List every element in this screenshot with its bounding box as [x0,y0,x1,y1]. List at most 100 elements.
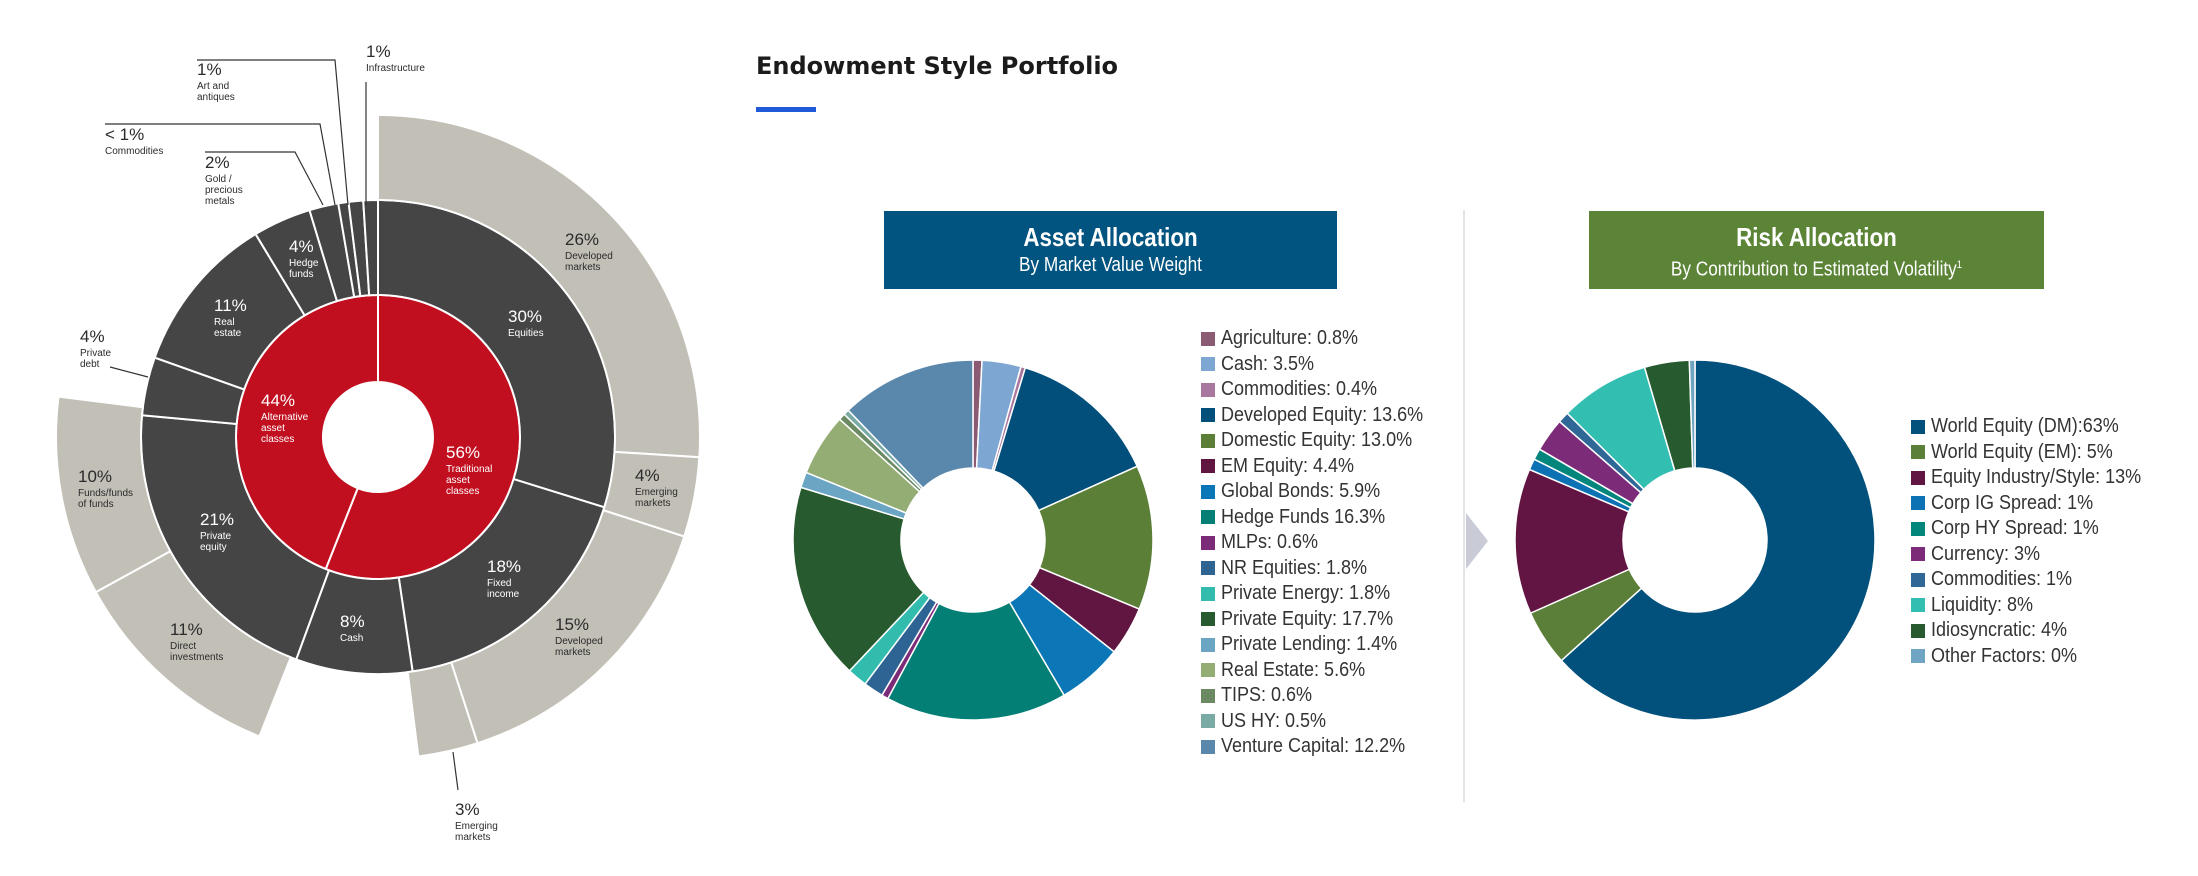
sunburst-label-text: Real [214,317,235,328]
legend-swatch [1201,688,1215,703]
sunburst-pct: 8% [340,612,365,631]
legend-item-hedge-funds: Hedge Funds 16.3% [1201,505,1446,531]
slice-world-equity-dm [1560,359,1876,721]
sunburst-outer-developed-markets [377,113,701,459]
legend-swatch [1201,739,1215,754]
legend-label: Idiosyncratic: 4% [1931,619,2068,642]
sunburst-label-text: funds [289,269,313,280]
leader-line [105,123,336,206]
risk-allocation-title: Risk Allocation [1736,222,1897,252]
legend-label: Private Equity: 17.7% [1221,607,1394,630]
legend-label: TIPS: 0.6% [1221,684,1313,707]
legend-item-agriculture: Agriculture: 0.8% [1201,326,1446,352]
legend-item-equity-industry-style: Equity Industry/Style: 13% [1911,465,2164,491]
footnote-marker: 1 [1956,259,1963,271]
sunburst-label-text: estate [214,328,242,339]
legend-item-us-hy: US HY: 0.5% [1201,709,1446,735]
legend-swatch [1911,521,1925,536]
legend-item-domestic-equity: Domestic Equity: 13.0% [1201,428,1446,454]
legend-label: Currency: 3% [1931,542,2041,565]
legend-swatch [1201,382,1215,397]
legend-item-developed-equity: Developed Equity: 13.6% [1201,403,1446,429]
legend-swatch [1911,496,1925,511]
sunburst-label-text: equity [200,542,227,553]
legend-item-venture-capital: Venture Capital: 12.2% [1201,734,1446,760]
sunburst-label-text: Fixed [487,578,511,589]
sunburst-pct: 18% [487,557,521,576]
legend-label: Commodities: 0.4% [1221,378,1378,401]
legend-label: Commodities: 1% [1931,568,2073,591]
section-divider [1463,210,1465,802]
legend-label: US HY: 0.5% [1221,709,1327,732]
sunburst-label-text: Art and [197,81,229,92]
asset-allocation-banner: Asset Allocation By Market Value Weight [884,211,1337,289]
risk-allocation-legend: World Equity (DM):63% World Equity (EM): … [1911,414,2164,669]
legend-label: Corp IG Spread: 1% [1931,491,2094,514]
sunburst-pct: < 1% [105,125,144,144]
sunburst-label-text: Direct [170,641,196,652]
sunburst-label-text: markets [635,498,671,509]
sunburst-label-text: metals [205,196,234,207]
legend-item-world-equity-dm: World Equity (DM):63% [1911,414,2164,440]
sunburst-label-text: Alternative [261,412,309,423]
sunburst-label-text: Developed [555,636,603,647]
sunburst-pct: 26% [565,230,599,249]
legend-swatch [1911,649,1925,664]
slice-venture-capital [847,359,974,490]
legend-item-commodities: Commodities: 1% [1911,567,2164,593]
sunburst-label-text: Emerging [635,487,678,498]
legend-swatch [1201,586,1215,601]
sunburst-pct: 1% [197,60,222,79]
legend-swatch [1201,663,1215,678]
legend-swatch [1911,445,1925,460]
sunburst-label-text: Emerging [455,821,498,832]
legend-label: Equity Industry/Style: 13% [1931,466,2142,489]
legend-swatch [1201,637,1215,652]
sunburst-label-middle-equities: 30% Equities [508,307,544,339]
legend-item-currency: Currency: 3% [1911,542,2164,568]
sunburst-outer-emerging-markets [406,661,479,758]
legend-label: Real Estate: 5.6% [1221,658,1366,681]
legend-item-liquidity: Liquidity: 8% [1911,593,2164,619]
legend-item-nr-equities: NR Equities: 1.8% [1201,556,1446,582]
legend-label: Developed Equity: 13.6% [1221,403,1424,426]
sunburst-label-ext-infrastructure: 1% Infrastructure [366,42,425,74]
legend-label: World Equity (DM):63% [1931,415,2119,438]
sunburst-label-text: income [487,589,520,600]
risk-allocation-banner: Risk Allocation By Contribution to Estim… [1589,211,2044,289]
legend-item-real-estate: Real Estate: 5.6% [1201,658,1446,684]
slice-developed-equity [992,366,1139,512]
sunburst-label-text: precious [205,185,243,196]
sunburst-label-text: Developed [565,251,613,262]
sunburst-pct: 4% [80,327,105,346]
title-underline [756,107,816,112]
risk-allocation-subtitle-wrap: By Contribution to Estimated Volatility1 [1621,253,2012,282]
legend-item-commodities: Commodities: 0.4% [1201,377,1446,403]
legend-label: Agriculture: 0.8% [1221,327,1359,350]
sunburst-label-text: of funds [78,499,114,510]
sunburst-label-text: Traditional [446,464,492,475]
sunburst-label-text: Private [200,531,232,542]
slice-hedge-funds [886,601,1066,721]
sunburst-label-text: Commodities [105,146,163,157]
legend-swatch [1911,419,1925,434]
legend-swatch [1911,623,1925,638]
legend-item-corp-ig-spread: Corp IG Spread: 1% [1911,491,2164,517]
legend-item-corp-hy-spread: Corp HY Spread: 1% [1911,516,2164,542]
sunburst-pct: 21% [200,510,234,529]
risk-allocation-subtitle: By Contribution to Estimated Volatility [1670,258,1957,281]
sunburst-label-text: Private [80,348,112,359]
legend-item-mlps: MLPs: 0.6% [1201,530,1446,556]
legend-label: EM Equity: 4.4% [1221,454,1355,477]
slice-domestic-equity [1037,465,1154,611]
sunburst-label-text: asset [446,475,470,486]
sunburst-label-text: Hedge [289,258,319,269]
sunburst-label-text: markets [455,832,491,843]
